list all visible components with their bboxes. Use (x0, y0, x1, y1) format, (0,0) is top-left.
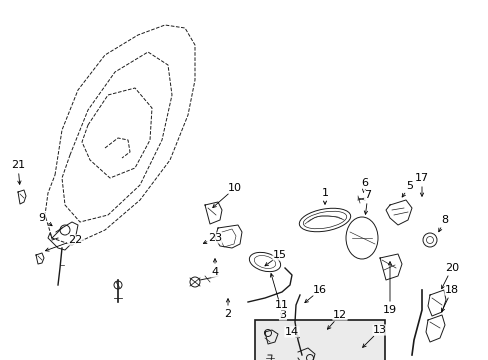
Text: 17: 17 (414, 173, 428, 183)
Text: 5: 5 (406, 181, 413, 191)
Text: 10: 10 (227, 183, 242, 193)
Text: 7: 7 (364, 190, 371, 200)
Text: 13: 13 (372, 325, 386, 335)
Text: 2: 2 (224, 309, 231, 319)
Text: 22: 22 (68, 235, 82, 245)
Text: 4: 4 (211, 267, 218, 277)
Text: 6: 6 (361, 178, 368, 188)
Text: 14: 14 (285, 327, 299, 337)
Text: 20: 20 (444, 263, 458, 273)
Text: 18: 18 (444, 285, 458, 295)
Text: 23: 23 (207, 233, 222, 243)
Text: 9: 9 (39, 213, 45, 223)
Text: 1: 1 (321, 188, 328, 198)
Text: 12: 12 (332, 310, 346, 320)
Text: 19: 19 (382, 305, 396, 315)
Text: 8: 8 (441, 215, 447, 225)
Text: 15: 15 (272, 250, 286, 260)
Text: 3: 3 (279, 310, 286, 320)
Text: 16: 16 (312, 285, 326, 295)
Text: 11: 11 (274, 300, 288, 310)
Bar (254, 320, 384, 360)
Text: 21: 21 (11, 160, 25, 170)
